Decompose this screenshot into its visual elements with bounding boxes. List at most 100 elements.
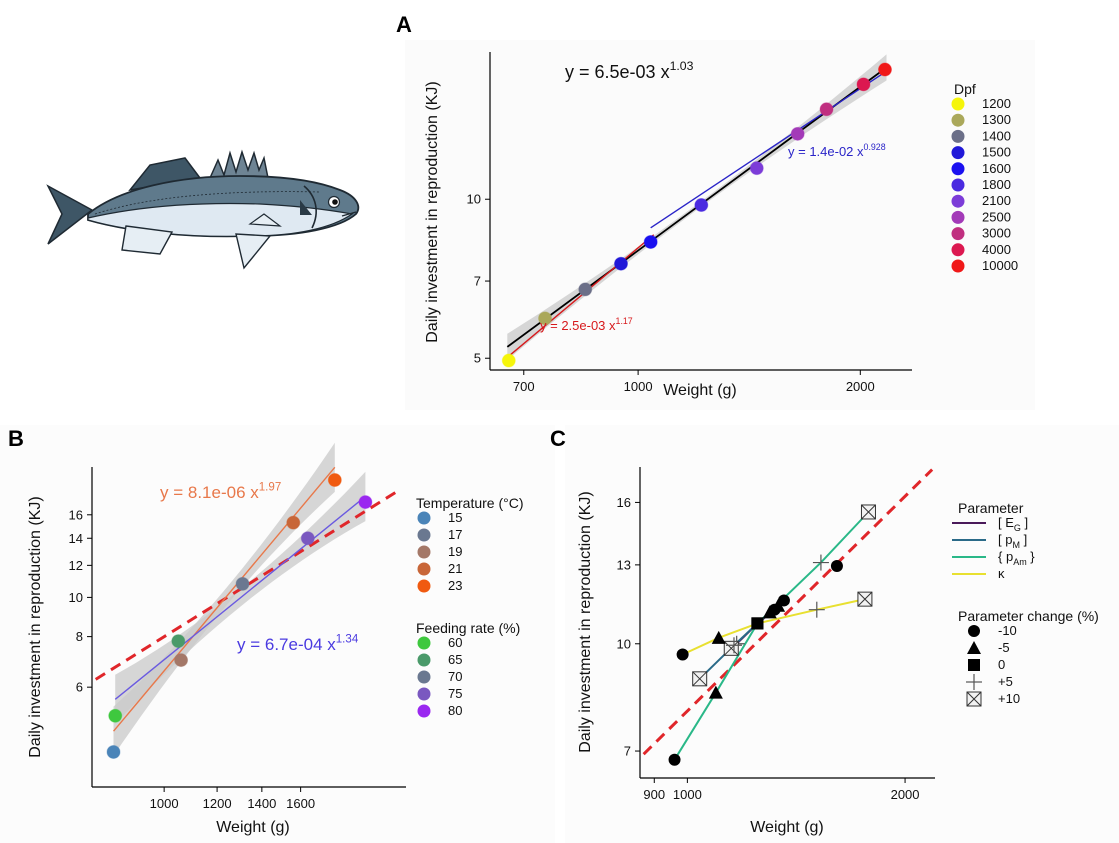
fit-equation-body: y = 1.4e-02 x xyxy=(788,144,864,159)
y-tick-label: 16 xyxy=(69,507,83,522)
legend-label: 60 xyxy=(448,635,462,650)
chart-a: 700 1000 2000 5 7 10 Weight (g) Daily investmen… xyxy=(424,52,1018,399)
y-axis-label: Daily investment in reproduction (KJ) xyxy=(27,496,44,757)
data-point xyxy=(327,473,342,488)
y-axis-label: Daily investment in reproduction (KJ) xyxy=(424,81,441,342)
data-point xyxy=(358,495,373,510)
legend-label: -5 xyxy=(998,640,1010,655)
legend-label: 0 xyxy=(998,657,1005,672)
x-axis-label: Weight (g) xyxy=(663,382,737,399)
marker-box-x xyxy=(861,504,876,520)
legend-swatch xyxy=(951,146,965,160)
legend-swatch xyxy=(417,562,431,576)
y-tick-label: 10 xyxy=(69,590,83,605)
marker-triangle xyxy=(762,605,777,619)
legend-label-text: 17 xyxy=(448,527,462,542)
reference-fit-line xyxy=(642,468,934,756)
y-tick-label: 8 xyxy=(76,629,83,644)
x-tick-label: 1400 xyxy=(247,796,276,811)
legend-swatch xyxy=(417,579,431,593)
legend-swatch xyxy=(951,113,965,127)
legend: Temperature (°C)15 17 19 21 23 Feeding rate (… xyxy=(416,495,524,718)
legend-swatch xyxy=(417,653,431,667)
legend-label-text: +10 xyxy=(998,691,1020,706)
marker-box-x xyxy=(692,671,708,687)
marker-circle xyxy=(968,625,980,637)
legend-label: 10000 xyxy=(982,258,1018,273)
data-point xyxy=(578,282,593,297)
legend-label: [ pM ] xyxy=(998,532,1027,550)
legend-label: 1200 xyxy=(982,96,1011,111)
fish-icon xyxy=(46,149,360,270)
y-tick-label: 7 xyxy=(624,744,631,759)
panel-a-background xyxy=(405,40,1035,410)
legend-swatch xyxy=(417,687,431,701)
legend-label: κ xyxy=(998,566,1005,581)
legend-label: 65 xyxy=(448,652,462,667)
legend-label: 2100 xyxy=(982,193,1011,208)
legend-title: Dpf xyxy=(954,81,976,97)
legend-group-title: Parameter xyxy=(958,500,1024,516)
legend-swatch xyxy=(417,636,431,650)
chart-b: 1000 1200 1400 1600 6 8 10 12 14 16 Weight (g) Dail… xyxy=(27,442,524,836)
legend-label-subscript: M xyxy=(1012,540,1020,550)
legend-swatch xyxy=(951,259,965,273)
data-point xyxy=(613,256,628,271)
legend-label-text: 23 xyxy=(448,578,462,593)
fit-equation-body: y = 6.7e-04 x xyxy=(237,635,336,654)
marker-circle xyxy=(676,648,689,661)
fit-equation: y = 2.5e-03 x1.17 xyxy=(540,316,633,333)
marker-circle xyxy=(777,594,790,607)
data-point xyxy=(108,708,123,723)
legend-group-title: Feeding rate (%) xyxy=(416,620,520,636)
legend-label: { pAm } xyxy=(998,549,1035,567)
fit-equation-exponent: 0.928 xyxy=(864,142,886,152)
panel-c-background xyxy=(565,425,1119,843)
x-tick-label: 2000 xyxy=(891,787,920,802)
marker-square xyxy=(968,659,980,671)
legend-label-text: 65 xyxy=(448,652,462,667)
data-point xyxy=(538,311,553,326)
legend-group-title: Parameter change (%) xyxy=(958,608,1099,624)
marker-box-x xyxy=(857,591,873,607)
fit-equation-body: y = 6.5e-03 x xyxy=(565,62,670,82)
marker-square xyxy=(751,617,764,630)
data-point xyxy=(749,161,764,176)
x-tick-label: 900 xyxy=(643,787,665,802)
fit-equation-exponent: 1.17 xyxy=(616,316,633,326)
fit-equation-exponent: 1.97 xyxy=(259,481,281,493)
data-point xyxy=(286,515,301,530)
fit-line xyxy=(650,70,887,229)
legend-label: 75 xyxy=(448,686,462,701)
marker-triangle xyxy=(711,630,726,644)
legend-label-tail: } xyxy=(1027,549,1036,564)
legend-swatch xyxy=(951,178,965,192)
data-point xyxy=(877,62,892,77)
x-tick-label: 1000 xyxy=(150,796,179,811)
marker-triangle xyxy=(708,685,723,699)
reference-fit-line xyxy=(94,488,401,681)
marker-box-x xyxy=(966,691,982,707)
fit-equation: y = 6.7e-04 x1.34 xyxy=(237,633,359,654)
marker-triangle xyxy=(967,641,981,654)
legend-swatch xyxy=(417,545,431,559)
legend-label-text: 19 xyxy=(448,544,462,559)
legend-label-subscript: Am xyxy=(1013,557,1027,567)
legend-label-text: 60 xyxy=(448,635,462,650)
legend-label: 1500 xyxy=(982,145,1011,160)
legend-swatch xyxy=(951,162,965,176)
legend-label-text: 15 xyxy=(448,510,462,525)
legend-label: 23 xyxy=(448,578,462,593)
data-point xyxy=(501,353,516,368)
legend-label: 19 xyxy=(448,544,462,559)
fit-equation-exponent: 1.03 xyxy=(670,59,694,73)
legend-swatch xyxy=(417,704,431,718)
legend-label: 17 xyxy=(448,527,462,542)
fit-line xyxy=(112,466,336,732)
legend-label: 15 xyxy=(448,510,462,525)
legend-swatch xyxy=(951,129,965,143)
x-axis-label: Weight (g) xyxy=(750,819,824,836)
legend-swatch xyxy=(417,670,431,684)
y-tick-label: 6 xyxy=(76,680,83,695)
